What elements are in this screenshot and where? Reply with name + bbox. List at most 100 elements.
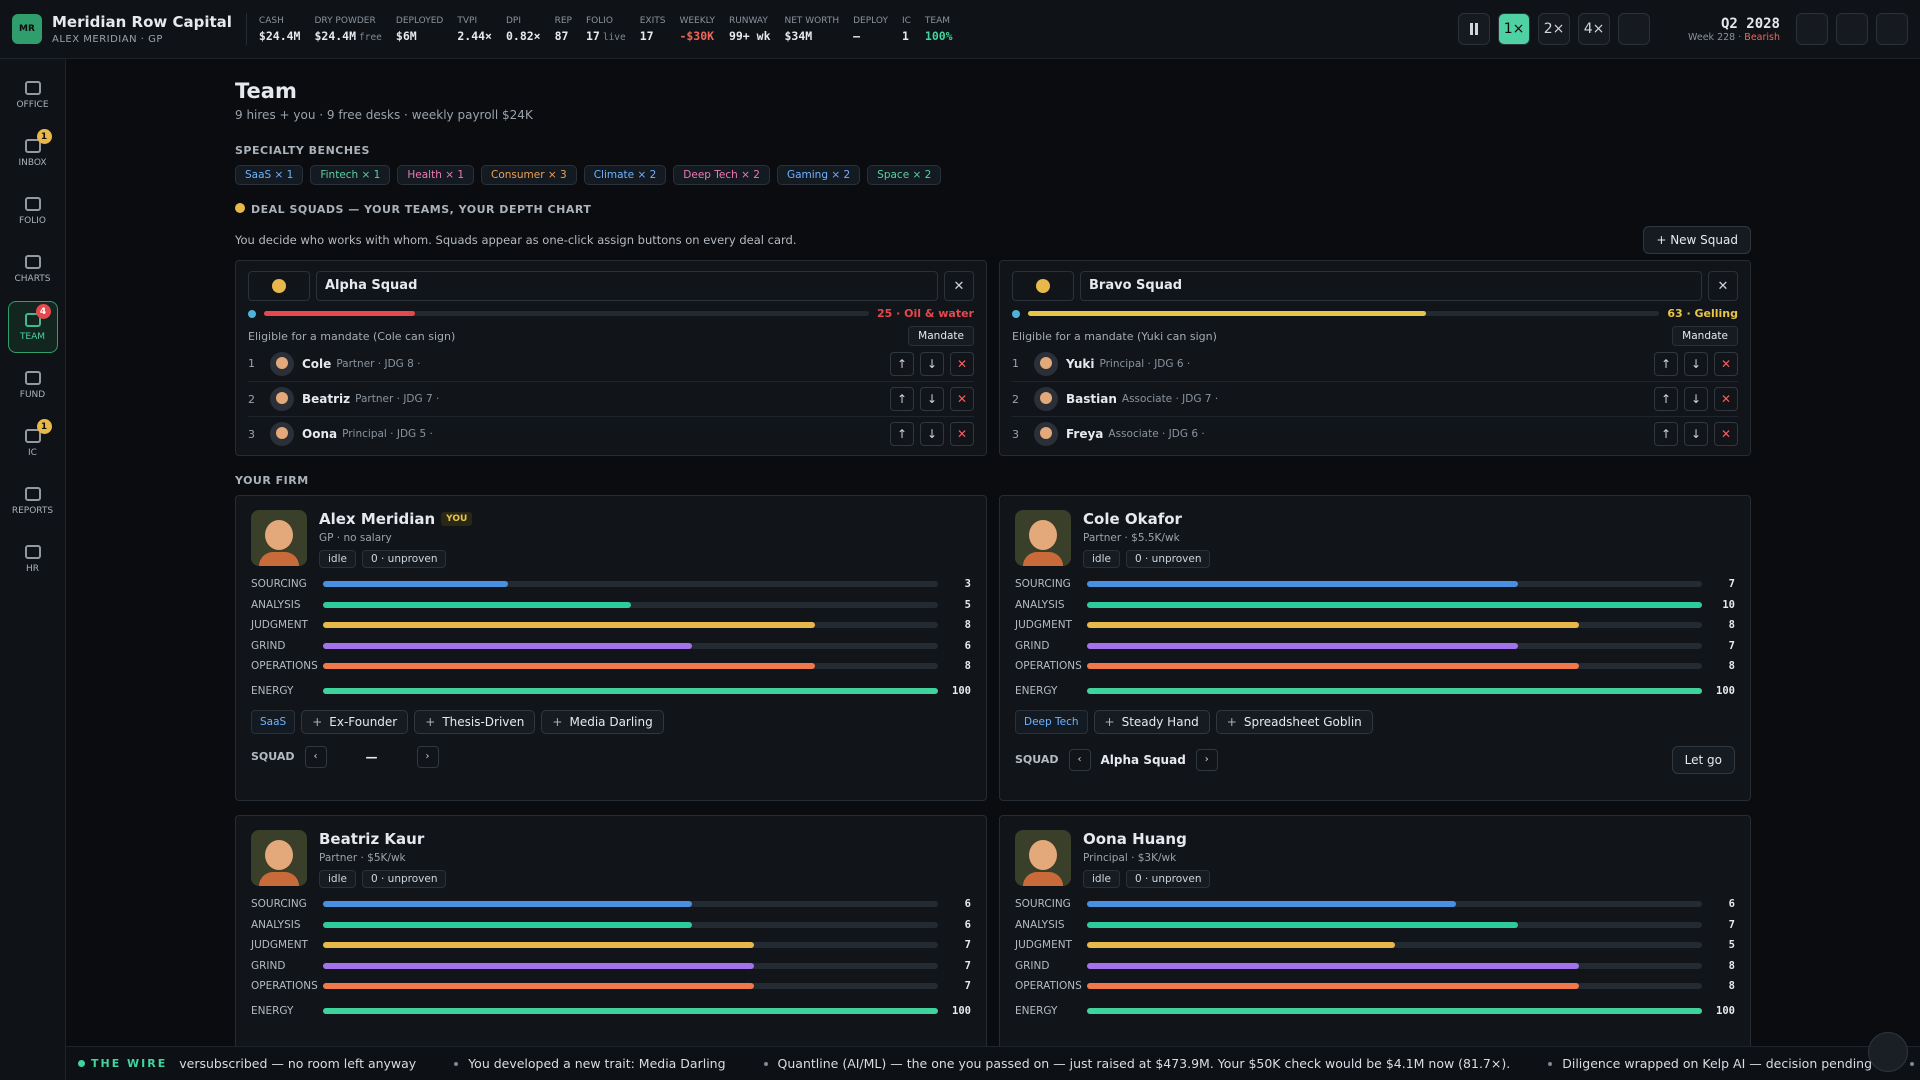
move-up[interactable]: ↑ — [1654, 387, 1678, 411]
member-avatar — [1034, 387, 1058, 411]
home-button[interactable] — [1876, 13, 1908, 45]
move-up[interactable]: ↑ — [1654, 422, 1678, 446]
stat-value: 2.44× — [457, 29, 492, 43]
stat-row: GRIND 7 — [251, 956, 971, 977]
nav-item[interactable]: IC 1 — [8, 417, 58, 469]
nav-item[interactable]: FOLIO — [8, 185, 58, 237]
remove-member[interactable]: ✕ — [950, 387, 974, 411]
remove-member[interactable]: ✕ — [950, 422, 974, 446]
trait[interactable]: Thesis-Driven — [414, 709, 536, 734]
delete-squad[interactable]: ✕ — [1708, 271, 1738, 301]
person-info: Oona Huang Principal · $3K/wk idle 0 · unpr… — [1083, 830, 1211, 888]
stat-label: IC — [901, 15, 911, 26]
member-role: Partner · JDG 7 · — [355, 393, 440, 405]
stat-value: 5 — [1728, 939, 1735, 952]
bench-chip: Fintech × 1 — [310, 165, 391, 185]
nav-item[interactable]: REPORTS — [8, 475, 58, 527]
settings-button[interactable] — [1836, 13, 1868, 45]
stat-number: 17 — [585, 28, 600, 43]
remove-member[interactable]: ✕ — [1714, 387, 1738, 411]
move-down[interactable]: ↓ — [1684, 351, 1708, 376]
move-up[interactable]: ↑ — [890, 387, 914, 411]
section-heading: SPECIALTY BENCHES — [235, 144, 370, 157]
trait[interactable]: Steady Hand — [1093, 709, 1210, 734]
squad-emoji[interactable] — [1012, 271, 1074, 301]
new-squad-button[interactable]: + New Squad — [1643, 226, 1751, 254]
mandate-button[interactable]: Mandate — [908, 326, 974, 346]
squad-name[interactable]: Bravo Squad — [1080, 271, 1702, 301]
squad-prev[interactable]: ‹ — [304, 745, 327, 768]
stat-value: 100% — [925, 29, 953, 43]
stat-row: ANALYSIS 10 — [1015, 595, 1735, 616]
mandate-button[interactable]: Mandate — [1672, 326, 1738, 346]
stat-number: 100% — [924, 28, 953, 43]
save-button[interactable] — [1796, 13, 1828, 45]
member-list: 1 Yuki Principal · JDG 6 · ↑ ↓ ✕ 2 Bastian Assoc… — [1012, 346, 1738, 451]
trait[interactable]: Media Darling — [541, 709, 664, 734]
nav-item[interactable]: CHARTS — [8, 243, 58, 295]
controls: 1× 2× 4× Q2 2028 Week 228 · Bearish — [1458, 13, 1908, 45]
stat-value: 7 — [1728, 578, 1735, 591]
brand-name: Meridian Row Capital — [52, 13, 232, 31]
move-down[interactable]: ↓ — [1684, 422, 1708, 446]
stat-track — [1087, 581, 1702, 588]
squad-prev[interactable]: ‹ — [1068, 748, 1091, 771]
move-down[interactable]: ↓ — [1684, 387, 1708, 411]
section-heading: YOUR FIRM — [235, 474, 309, 487]
chat-button[interactable] — [1868, 1032, 1908, 1072]
pause-button[interactable] — [1458, 13, 1491, 45]
remove-member[interactable]: ✕ — [950, 351, 974, 376]
stat: DRY POWDER $24.4M free — [314, 16, 381, 43]
energy-track — [323, 687, 938, 694]
member-row: 3 Oona Principal · JDG 5 · ↑ ↓ ✕ — [248, 416, 974, 451]
auto-button[interactable] — [1618, 13, 1651, 45]
page-title: Team — [235, 79, 297, 103]
squad-emoji[interactable] — [248, 271, 310, 301]
bench-chip: Consumer × 3 — [481, 165, 577, 185]
nav-item[interactable]: FUND — [8, 359, 58, 411]
stat-number: -$30K — [679, 28, 715, 43]
let-go-button[interactable]: Let go — [1671, 745, 1735, 774]
squad-next[interactable]: › — [1195, 748, 1218, 771]
delete-squad[interactable]: ✕ — [944, 271, 974, 301]
wire-item: Quantline (AI/ML) — the one you passed o… — [763, 1056, 1511, 1071]
stat-row: ANALYSIS 5 — [251, 595, 971, 616]
trait[interactable]: Spreadsheet Goblin — [1215, 709, 1373, 734]
move-up[interactable]: ↑ — [890, 422, 914, 446]
stat-value: 10 — [1722, 598, 1735, 611]
squad-value: Alpha Squad — [1100, 752, 1186, 767]
stat-row: OPERATIONS 8 — [251, 656, 971, 677]
stat-row: SOURCING 3 — [251, 574, 971, 595]
stat-value: $34M — [785, 29, 840, 43]
nav-item[interactable]: INBOX 1 — [8, 127, 58, 179]
stat-name: GRIND — [1015, 959, 1050, 972]
squad-label: SQUAD — [251, 750, 295, 763]
remove-member[interactable]: ✕ — [1714, 422, 1738, 446]
member-row: 2 Beatriz Partner · JDG 7 · ↑ ↓ ✕ — [248, 381, 974, 416]
person-name-row: Cole Okafor — [1083, 510, 1210, 528]
person-role: Partner · $5K/wk — [319, 852, 406, 864]
move-down[interactable]: ↓ — [920, 422, 944, 446]
move-up[interactable]: ↑ — [890, 351, 914, 376]
move-up[interactable]: ↑ — [1654, 351, 1678, 376]
nav-item[interactable]: HR — [8, 533, 58, 585]
person-card: Beatriz Kaur Partner · $5K/wk idle 0 · unpr… — [235, 815, 987, 1046]
speed-button[interactable]: 4× — [1578, 13, 1611, 45]
move-down[interactable]: ↓ — [920, 351, 944, 376]
bench-chip: Climate × 2 — [583, 165, 667, 185]
remove-member[interactable]: ✕ — [1714, 351, 1738, 376]
nav-item[interactable]: OFFICE — [8, 69, 58, 121]
stat-row: ANALYSIS 7 — [1015, 915, 1735, 936]
speed-button[interactable]: 1× — [1498, 13, 1531, 45]
speed-button[interactable]: 2× — [1538, 13, 1571, 45]
energy-bar — [1087, 1007, 1702, 1014]
specialty: SaaS — [251, 709, 296, 734]
person-card: Alex Meridian YOU GP · no salary idle 0 · un… — [235, 495, 987, 801]
member-avatar — [1034, 422, 1058, 446]
nav-item[interactable]: TEAM 4 — [7, 301, 58, 353]
market-mood: Bearish — [1744, 31, 1780, 43]
squad-name[interactable]: Alpha Squad — [316, 271, 938, 301]
squad-next[interactable]: › — [416, 745, 439, 768]
trait[interactable]: Ex-Founder — [301, 709, 409, 734]
move-down[interactable]: ↓ — [920, 387, 944, 411]
